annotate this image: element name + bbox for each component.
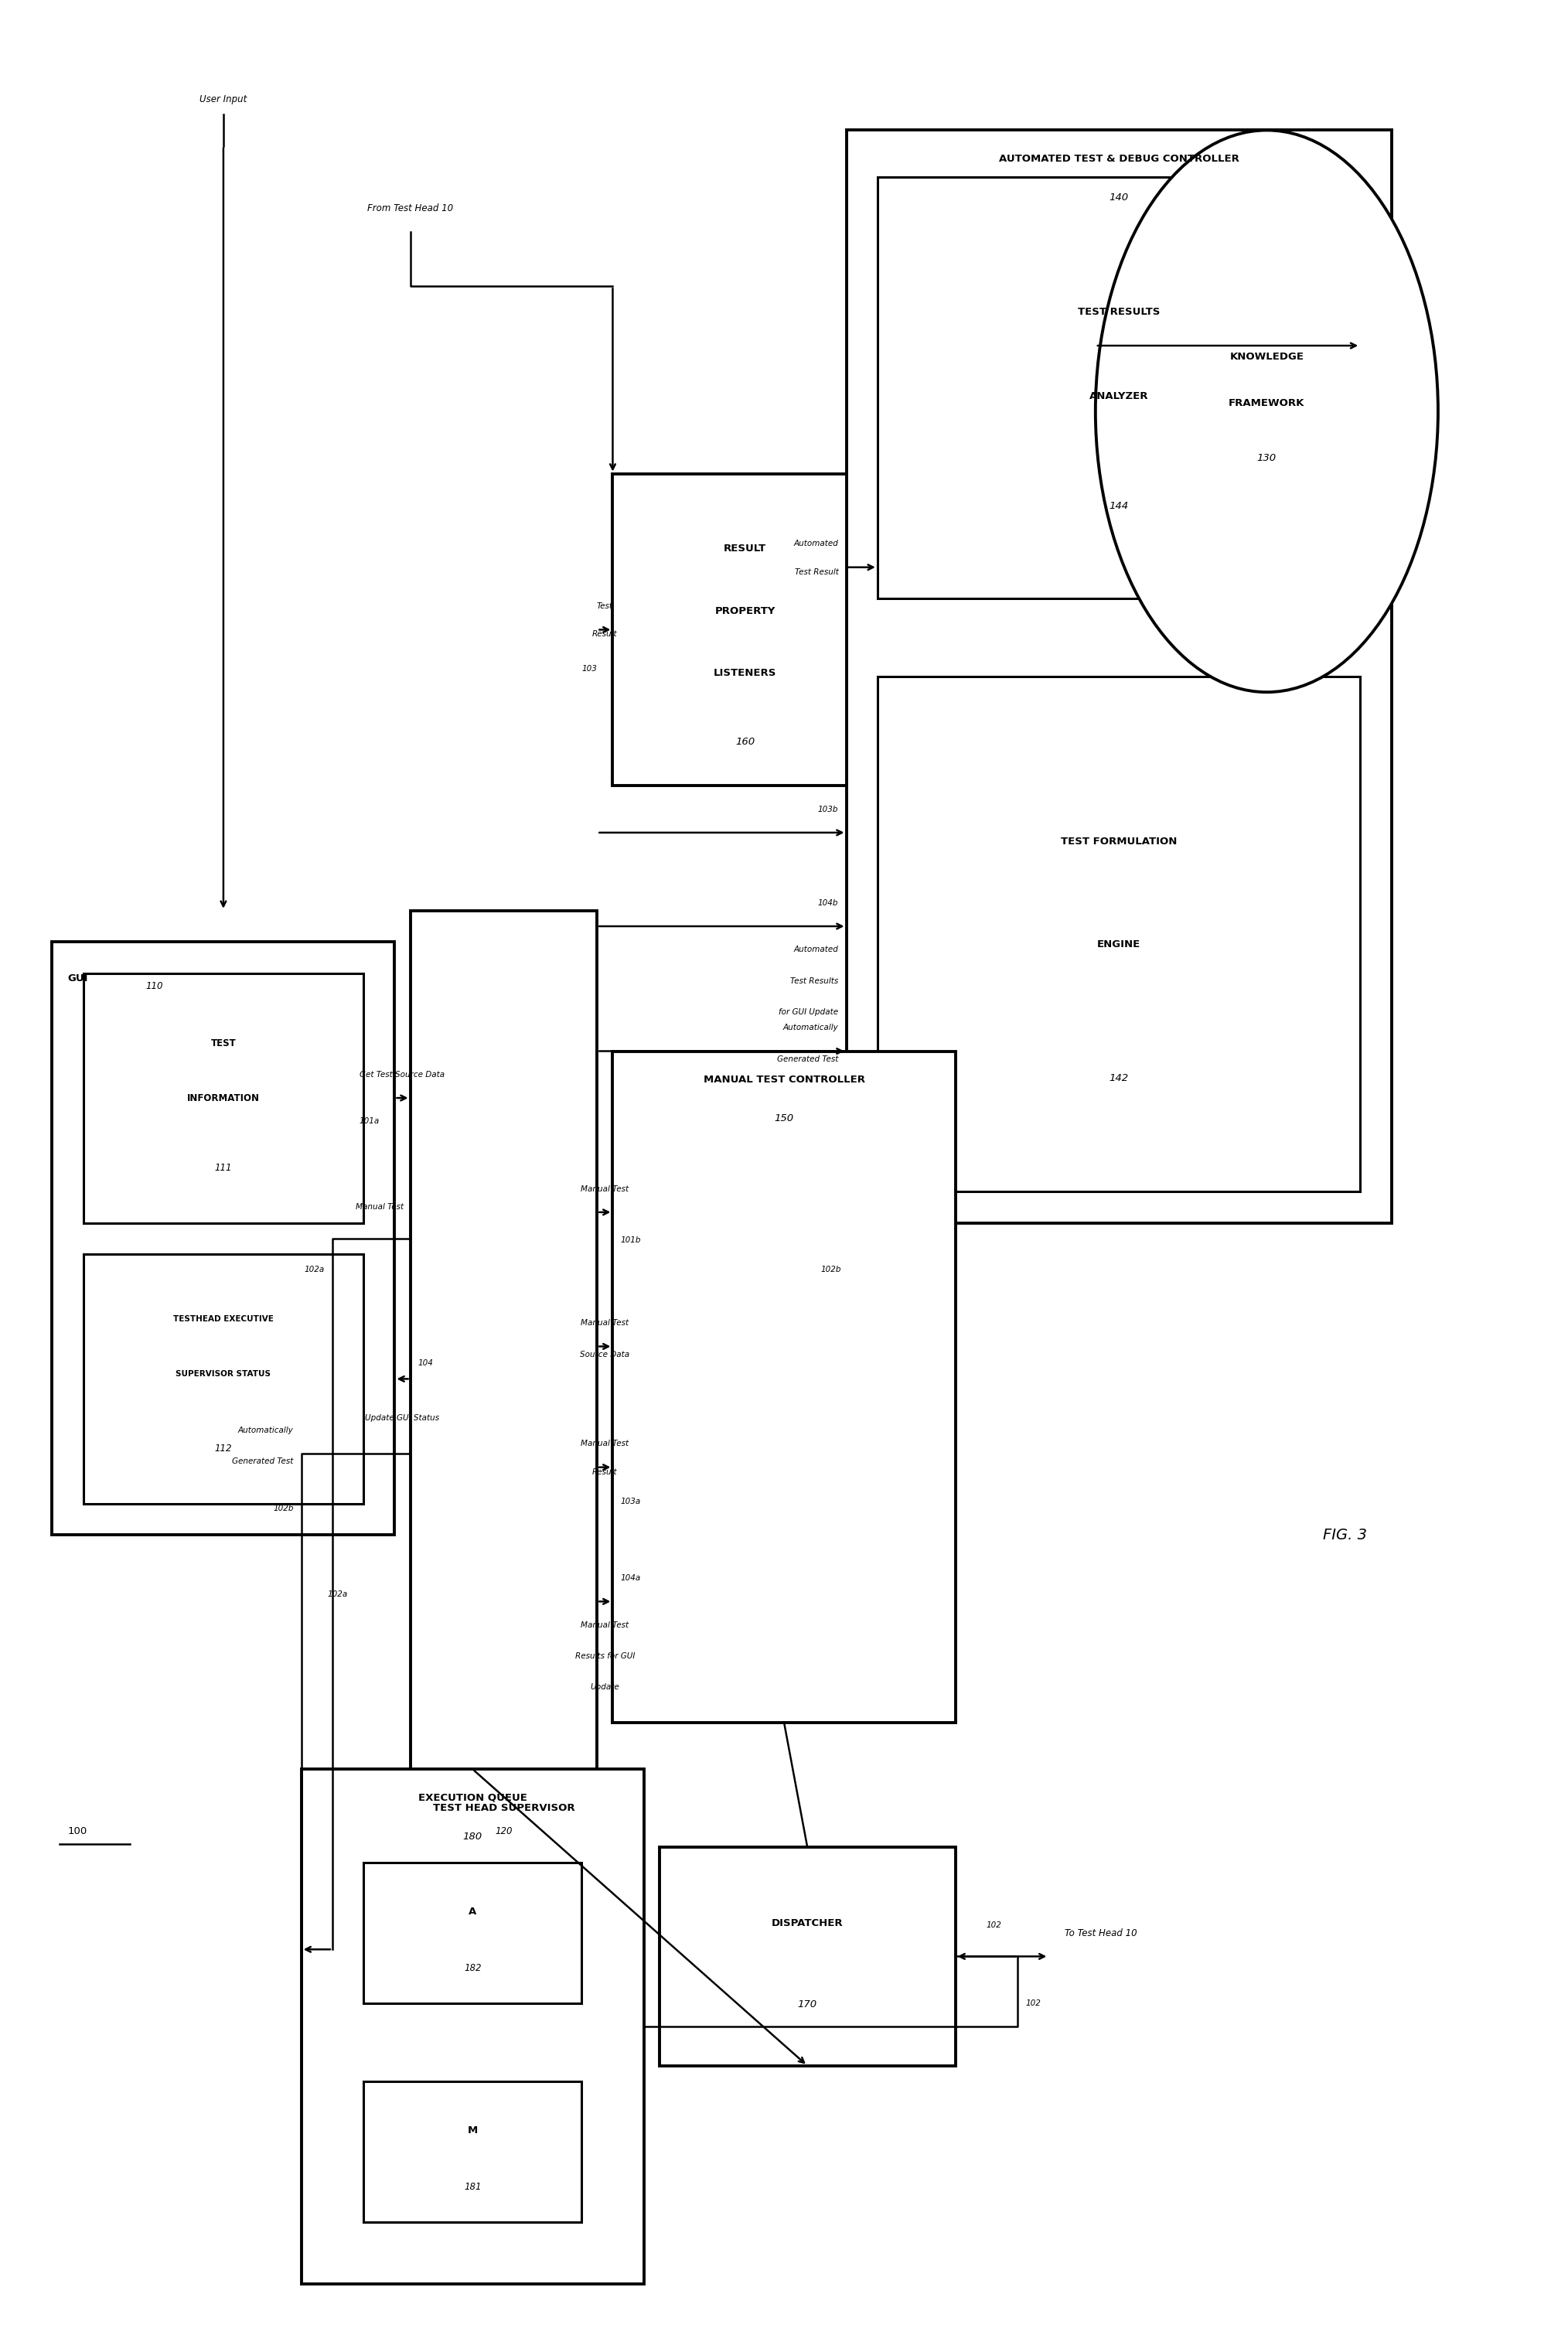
Bar	[878, 677, 1359, 1192]
Text: 142: 142	[1109, 1073, 1129, 1084]
Text: 170: 170	[798, 1999, 817, 2009]
Text: 103b: 103b	[818, 804, 839, 814]
Text: KNOWLEDGE: KNOWLEDGE	[1229, 350, 1305, 362]
Text: 150: 150	[775, 1112, 793, 1124]
Text: GUI: GUI	[67, 974, 88, 983]
Text: Test Result: Test Result	[795, 569, 839, 576]
Text: 101a: 101a	[359, 1117, 379, 1124]
Text: ENGINE: ENGINE	[1098, 938, 1140, 950]
Text: TEST FORMULATION: TEST FORMULATION	[1060, 837, 1178, 847]
Bar	[83, 1254, 364, 1503]
Text: 111: 111	[215, 1162, 232, 1174]
Bar	[83, 974, 364, 1223]
Text: for GUI Update: for GUI Update	[779, 1009, 839, 1016]
Text: Source Data: Source Data	[580, 1350, 630, 1357]
Text: Test: Test	[597, 602, 613, 609]
Text: 140: 140	[1109, 193, 1129, 202]
Text: 104b: 104b	[818, 898, 839, 908]
Text: ANALYZER: ANALYZER	[1090, 390, 1148, 402]
Text: MANUAL TEST CONTROLLER: MANUAL TEST CONTROLLER	[702, 1075, 866, 1084]
Text: Get Test Source Data: Get Test Source Data	[361, 1070, 445, 1080]
Text: 144: 144	[1109, 501, 1129, 510]
Bar	[660, 1846, 955, 2065]
Text: FIG. 3: FIG. 3	[1322, 1529, 1367, 1543]
Text: DISPATCHER: DISPATCHER	[771, 1919, 844, 1929]
Bar	[301, 1769, 644, 2284]
Bar	[613, 473, 878, 786]
Bar	[411, 910, 597, 1846]
Text: RESULT: RESULT	[724, 543, 767, 553]
Text: Generated Test: Generated Test	[232, 1458, 293, 1465]
Text: Automatically: Automatically	[782, 1023, 839, 1033]
Text: PROPERTY: PROPERTY	[715, 607, 775, 616]
Bar	[364, 2082, 582, 2223]
Text: 102a: 102a	[328, 1590, 348, 1597]
Text: 102b: 102b	[820, 1265, 840, 1272]
Text: TEST: TEST	[210, 1037, 237, 1049]
Text: TESTHEAD EXECUTIVE: TESTHEAD EXECUTIVE	[172, 1315, 273, 1322]
Text: M: M	[467, 2126, 478, 2136]
Text: 102: 102	[1025, 1999, 1041, 2006]
Text: EXECUTION QUEUE: EXECUTION QUEUE	[419, 1792, 527, 1802]
Text: Test Results: Test Results	[790, 976, 839, 985]
Text: LISTENERS: LISTENERS	[713, 668, 776, 677]
Text: Results for GUI: Results for GUI	[575, 1651, 635, 1661]
Text: FRAMEWORK: FRAMEWORK	[1229, 397, 1305, 409]
Text: 100: 100	[67, 1828, 88, 1837]
Text: 102: 102	[986, 1922, 1002, 1929]
Text: Automated: Automated	[793, 946, 839, 953]
Ellipse shape	[1096, 129, 1438, 691]
Text: 130: 130	[1258, 454, 1276, 463]
Text: To Test Head 10: To Test Head 10	[1065, 1929, 1137, 1938]
Text: Manual Test: Manual Test	[580, 1621, 629, 1630]
Text: A: A	[469, 1907, 477, 1917]
Text: Automated: Automated	[793, 541, 839, 548]
Text: Manual Test: Manual Test	[356, 1204, 405, 1211]
Text: User Input: User Input	[199, 94, 248, 103]
Text: 160: 160	[735, 736, 754, 748]
Bar	[878, 176, 1359, 597]
Text: 112: 112	[215, 1444, 232, 1454]
Text: Update: Update	[590, 1684, 619, 1691]
Text: Manual Test: Manual Test	[580, 1439, 629, 1449]
Text: 104a: 104a	[621, 1573, 641, 1583]
Bar	[52, 941, 395, 1536]
Bar	[847, 129, 1391, 1223]
Text: 101b: 101b	[621, 1237, 641, 1244]
Bar	[364, 1863, 582, 2004]
Text: 120: 120	[495, 1828, 513, 1837]
Text: AUTOMATED TEST & DEBUG CONTROLLER: AUTOMATED TEST & DEBUG CONTROLLER	[999, 153, 1239, 165]
Text: INFORMATION: INFORMATION	[187, 1094, 260, 1103]
Text: 104: 104	[419, 1359, 433, 1367]
Text: Generated Test: Generated Test	[778, 1056, 839, 1063]
Text: 102a: 102a	[304, 1265, 325, 1272]
Text: Update GUI Status: Update GUI Status	[365, 1414, 439, 1423]
Text: Result: Result	[593, 1468, 618, 1475]
Text: 102b: 102b	[273, 1505, 293, 1512]
Text: TEST HEAD SUPERVISOR: TEST HEAD SUPERVISOR	[433, 1804, 575, 1813]
Text: From Test Head 10: From Test Head 10	[367, 202, 453, 214]
Text: 182: 182	[464, 1964, 481, 1973]
Bar	[613, 1051, 955, 1722]
Text: 110: 110	[146, 981, 163, 990]
Text: 180: 180	[463, 1832, 483, 1842]
Text: 103a: 103a	[621, 1498, 641, 1505]
Text: 103: 103	[582, 666, 597, 673]
Text: 181: 181	[464, 2183, 481, 2192]
Text: Automatically: Automatically	[238, 1428, 293, 1435]
Text: Result: Result	[593, 630, 618, 637]
Text: SUPERVISOR STATUS: SUPERVISOR STATUS	[176, 1371, 271, 1378]
Text: TEST RESULTS: TEST RESULTS	[1077, 306, 1160, 318]
Text: Manual Test: Manual Test	[580, 1319, 629, 1327]
Text: Manual Test: Manual Test	[580, 1185, 629, 1192]
